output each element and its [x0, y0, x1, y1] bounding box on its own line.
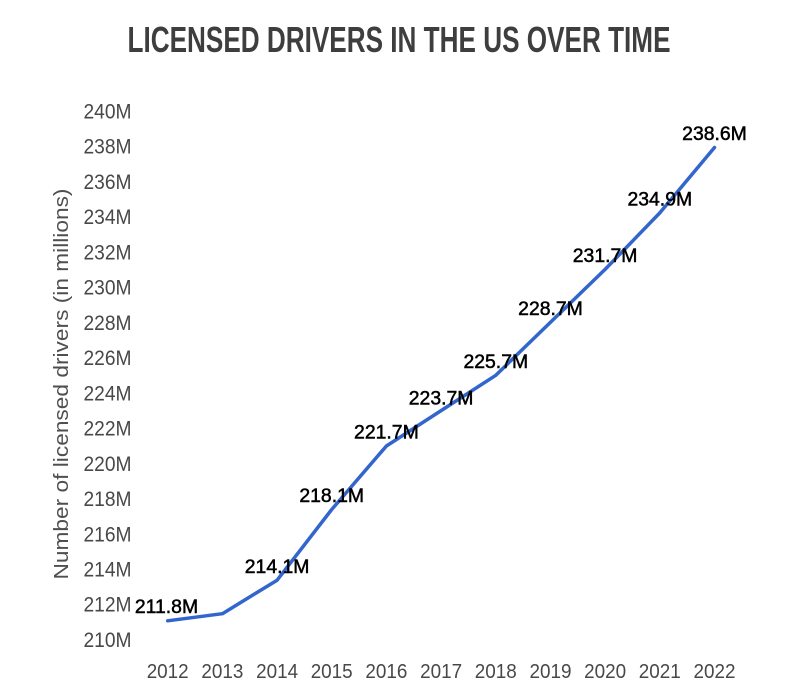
svg-text:218.1M: 218.1M: [299, 485, 364, 507]
svg-text:2020: 2020: [584, 660, 626, 683]
svg-text:2021: 2021: [639, 660, 681, 683]
svg-text:240M: 240M: [84, 101, 132, 124]
svg-text:221.7M: 221.7M: [354, 422, 419, 444]
svg-text:210M: 210M: [84, 629, 132, 652]
svg-text:Number of licensed drivers (in: Number of licensed drivers (in millions): [50, 189, 73, 580]
svg-text:228.7M: 228.7M: [518, 298, 583, 320]
svg-text:2022: 2022: [694, 660, 736, 683]
svg-text:238M: 238M: [84, 136, 132, 159]
svg-text:2019: 2019: [530, 660, 572, 683]
svg-text:228M: 228M: [84, 312, 132, 335]
svg-text:214.1M: 214.1M: [245, 556, 310, 578]
svg-text:214M: 214M: [84, 559, 132, 582]
svg-text:2013: 2013: [201, 660, 243, 683]
svg-text:212M: 212M: [84, 594, 132, 617]
svg-text:218M: 218M: [84, 488, 132, 511]
svg-text:2018: 2018: [475, 660, 517, 683]
svg-text:2015: 2015: [311, 660, 353, 683]
svg-text:230M: 230M: [84, 277, 132, 300]
svg-text:2017: 2017: [420, 660, 462, 683]
svg-text:2012: 2012: [147, 660, 189, 683]
svg-text:232M: 232M: [84, 241, 132, 264]
svg-text:234M: 234M: [84, 206, 132, 229]
svg-text:234.9M: 234.9M: [627, 189, 692, 211]
svg-text:2014: 2014: [256, 660, 298, 683]
svg-text:222M: 222M: [84, 418, 132, 441]
svg-text:2016: 2016: [365, 660, 407, 683]
svg-text:236M: 236M: [84, 171, 132, 194]
svg-text:211.8M: 211.8M: [135, 596, 198, 618]
svg-text:225.7M: 225.7M: [463, 351, 528, 373]
svg-text:216M: 216M: [84, 523, 132, 546]
svg-text:LICENSED DRIVERS IN THE US OVE: LICENSED DRIVERS IN THE US OVER TIME: [128, 19, 671, 60]
svg-text:224M: 224M: [84, 382, 132, 405]
svg-text:238.6M: 238.6M: [682, 123, 747, 145]
svg-text:223.7M: 223.7M: [409, 387, 474, 409]
svg-text:220M: 220M: [84, 453, 132, 476]
svg-text:231.7M: 231.7M: [573, 245, 638, 267]
svg-text:226M: 226M: [84, 347, 132, 370]
